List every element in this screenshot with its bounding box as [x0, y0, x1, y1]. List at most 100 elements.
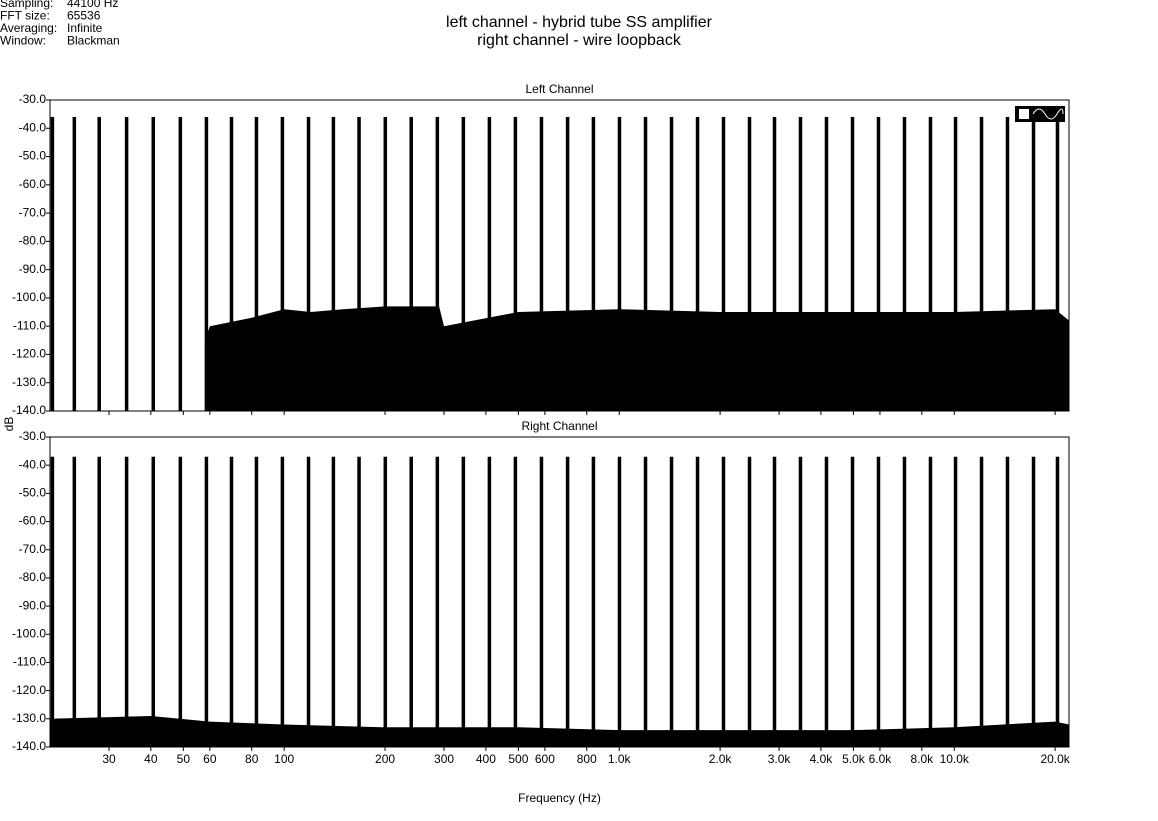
tone-peak — [565, 456, 570, 747]
y-tick-label: -60.0 — [19, 177, 47, 191]
x-tick-label: 10.0k — [940, 752, 970, 766]
tone-peak — [435, 456, 440, 747]
x-tick-label: 600 — [535, 752, 555, 766]
tone-peak — [747, 456, 752, 747]
x-tick-label: 6.0k — [869, 752, 893, 766]
tone-peak — [1055, 456, 1060, 747]
x-tick-label: 800 — [577, 752, 597, 766]
tone-peak — [721, 116, 726, 412]
tone-peak — [357, 456, 361, 747]
tone-peak — [798, 116, 803, 412]
info-value: Infinite — [67, 21, 103, 35]
noise-floor — [50, 716, 1069, 747]
tone-peak — [902, 116, 907, 412]
y-tick-label: -40.0 — [19, 120, 47, 134]
y-tick-label: -120.0 — [12, 683, 46, 697]
tone-peak — [617, 456, 622, 747]
tone-peak — [124, 116, 129, 412]
tone-peak — [72, 116, 77, 412]
tone-peak — [643, 456, 648, 747]
y-axis-label: dB — [2, 417, 16, 432]
tone-peak — [204, 456, 209, 747]
info-label: Window: — [0, 34, 46, 48]
tone-peak — [669, 116, 674, 412]
y-tick-label: -90.0 — [19, 262, 47, 276]
x-axis-label: Frequency (Hz) — [518, 791, 601, 805]
tone-peak — [306, 456, 311, 747]
x-tick-label: 100 — [274, 752, 294, 766]
y-tick-label: -110.0 — [13, 655, 46, 669]
x-tick-label: 30 — [102, 752, 116, 766]
tone-peak — [928, 116, 933, 412]
tone-peak — [151, 116, 156, 412]
x-tick-label: 5.0k — [842, 752, 866, 766]
tone-peak — [876, 456, 881, 747]
tone-peak — [539, 116, 544, 412]
tone-peak — [928, 456, 933, 747]
y-tick-label: -30.0 — [19, 429, 47, 443]
chart-title: left channel - hybrid tube SS amplifier — [446, 14, 713, 31]
tone-peak — [643, 116, 648, 412]
tone-peak — [151, 456, 156, 747]
tone-peak — [953, 116, 958, 412]
tone-peak — [798, 456, 803, 747]
tone-peak — [124, 456, 129, 747]
tone-peak — [565, 116, 570, 412]
tone-peak — [487, 116, 492, 412]
tone-peak — [306, 116, 311, 412]
tone-peak — [747, 116, 752, 412]
tone-peak — [178, 456, 183, 747]
tone-peak — [1005, 456, 1010, 747]
y-tick-label: -90.0 — [19, 598, 47, 612]
x-tick-label: 4.0k — [810, 752, 834, 766]
tone-peak — [1031, 116, 1036, 412]
y-tick-label: -80.0 — [19, 570, 47, 584]
plot-frame — [49, 99, 1070, 412]
tone-peak — [331, 456, 336, 747]
y-tick-label: -40.0 — [19, 457, 47, 471]
tone-peak — [876, 116, 881, 412]
x-tick-label: 2.0k — [709, 752, 733, 766]
tone-peak — [513, 116, 518, 412]
tone-peak — [331, 116, 336, 412]
tone-peak — [721, 456, 726, 747]
info-value: 65536 — [67, 9, 101, 23]
tone-peak — [50, 456, 55, 747]
x-tick-label: 300 — [434, 752, 454, 766]
tone-peak — [772, 116, 777, 412]
icon-wave — [1032, 108, 1064, 120]
tone-peak — [254, 116, 259, 412]
tone-peak — [539, 456, 544, 747]
tone-peak — [902, 456, 907, 747]
y-tick-label: -50.0 — [19, 486, 47, 500]
x-tick-label: 3.0k — [768, 752, 792, 766]
chart-subtitle: right channel - wire loopback — [477, 32, 682, 49]
tone-peak — [772, 456, 777, 747]
y-tick-label: -70.0 — [19, 542, 47, 556]
tone-peak — [850, 116, 855, 412]
tone-peak — [824, 456, 829, 747]
tone-peak — [229, 456, 234, 747]
y-tick-label: -140.0 — [12, 403, 46, 417]
tone-peak — [979, 456, 984, 747]
info-label: Averaging: — [0, 21, 57, 35]
x-tick-label: 40 — [144, 752, 158, 766]
tone-peak — [487, 456, 492, 747]
tone-peak — [850, 456, 855, 747]
tone-peak — [72, 456, 77, 747]
x-tick-label: 1.0k — [608, 752, 632, 766]
tone-peak — [280, 116, 285, 412]
tone-peak — [591, 116, 596, 412]
x-tick-label: 8.0k — [910, 752, 934, 766]
tone-peak — [1055, 116, 1060, 412]
tone-peak — [97, 116, 101, 412]
tone-peak — [383, 456, 388, 747]
tone-peak — [824, 116, 829, 412]
y-tick-label: -120.0 — [12, 347, 46, 361]
y-tick-label: -80.0 — [19, 234, 47, 248]
tone-peak — [435, 116, 440, 412]
y-tick-label: -110.0 — [13, 318, 46, 332]
plot — [50, 116, 1069, 412]
